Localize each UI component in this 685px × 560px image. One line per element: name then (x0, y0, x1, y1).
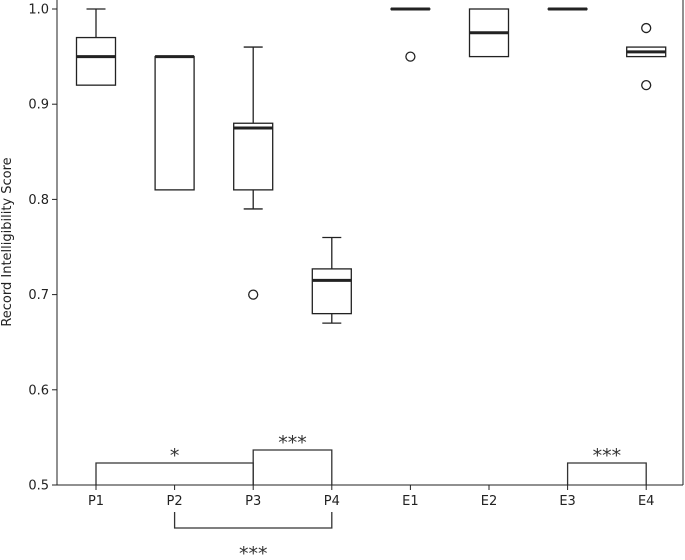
outlier-point (641, 22, 652, 34)
x-tick-label: E3 (559, 494, 576, 509)
significance-label: *** (239, 543, 268, 560)
significance-bracket: *** (173, 512, 333, 560)
outlier-point (248, 289, 259, 300)
significance-label: *** (593, 445, 622, 467)
y-tick-label: 1.0 (28, 3, 49, 18)
significance-bracket: *** (566, 445, 647, 485)
y-tick-label: 0.6 (28, 383, 49, 398)
x-tick-label: P2 (167, 494, 183, 509)
significance-layer: ********** (95, 432, 647, 560)
y-tick-label: 0.9 (28, 98, 49, 113)
y-axis-label: Record Intelligibility Score (0, 157, 15, 326)
x-tick-label: P4 (324, 494, 340, 509)
plot-background (57, 0, 683, 485)
significance-label: *** (278, 432, 307, 454)
box-p4 (311, 236, 352, 324)
x-tick-label: E4 (638, 494, 655, 509)
bracket-line (252, 449, 333, 485)
box-body (233, 122, 274, 191)
outlier-point (405, 51, 416, 62)
x-tick-label: E1 (402, 494, 419, 509)
box-e1 (390, 7, 431, 62)
y-tick-label: 0.5 (28, 479, 49, 494)
significance-bracket: *** (252, 432, 333, 485)
y-tick-label: 0.8 (28, 193, 49, 208)
bracket-line (566, 462, 647, 485)
box-body (75, 36, 117, 86)
box-p2 (154, 55, 195, 191)
axes-layer: 0.5 0.6 0.7 0.8 0.9 1.0 P1 P2 P3 P4 E1 E2 E3 E4 (28, 0, 684, 509)
y-tick-label: 0.7 (28, 288, 49, 303)
box-body (311, 268, 352, 315)
significance-label: * (170, 445, 180, 467)
box-p1 (75, 8, 117, 86)
box-p3 (233, 46, 274, 300)
x-tick-label: E2 (481, 494, 498, 509)
outlier-point (641, 80, 652, 91)
x-tick-label: P3 (245, 494, 261, 509)
bracket-line (173, 512, 333, 529)
x-tick-label: P1 (88, 494, 104, 509)
box-e4 (626, 22, 667, 91)
boxes-layer (75, 7, 667, 324)
box-e2 (468, 8, 510, 58)
